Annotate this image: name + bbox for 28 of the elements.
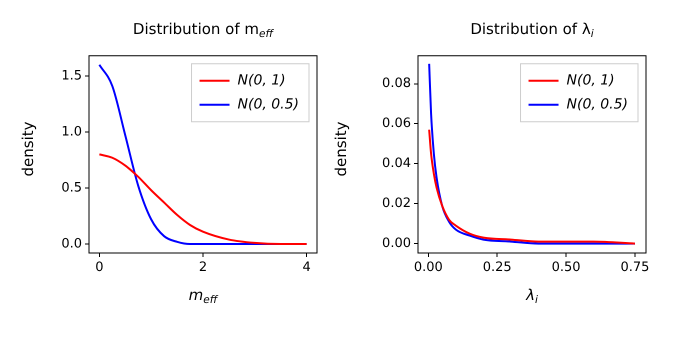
legend-label: N(0, 1) <box>238 72 286 88</box>
x-tick-label: 0.25 <box>482 260 512 276</box>
legend-label: N(0, 0.5) <box>238 96 299 112</box>
y-tick-label: 1.5 <box>61 68 82 84</box>
y-tick-label: 0.5 <box>61 180 82 196</box>
y-axis-title: density <box>332 120 350 178</box>
y-tick-label: 0.04 <box>382 156 411 172</box>
legend-label: N(0, 0.5) <box>566 96 628 112</box>
y-tick-label: 0.00 <box>382 236 411 251</box>
x-axis-title: λ$_{i}$ <box>524 286 539 306</box>
x-tick-label: 0.50 <box>552 260 581 276</box>
y-axis-title: density <box>19 120 37 178</box>
y-tick-label: 0.06 <box>382 116 411 132</box>
legend-label: N(0, 1) <box>566 72 615 88</box>
x-tick-label: 0 <box>95 260 104 276</box>
chart-title: Distribution of m$_{eff}$ <box>132 20 275 40</box>
x-tick-label: 2 <box>198 260 208 276</box>
x-tick-label: 0.00 <box>414 260 443 276</box>
y-tick-label: 0.02 <box>382 196 411 212</box>
x-axis-title: m$_{eff}$ <box>188 286 220 306</box>
line-series <box>98 153 308 246</box>
x-tick-label: 4 <box>302 260 311 276</box>
chart-title: Distribution of λ$_{i}$ <box>469 20 595 40</box>
y-tick-label: 0.0 <box>61 236 82 252</box>
y-tick-label: 0.08 <box>382 76 411 92</box>
line-series <box>428 128 636 245</box>
y-tick-label: 1.0 <box>61 124 82 140</box>
x-tick-label: 0.75 <box>620 260 650 276</box>
